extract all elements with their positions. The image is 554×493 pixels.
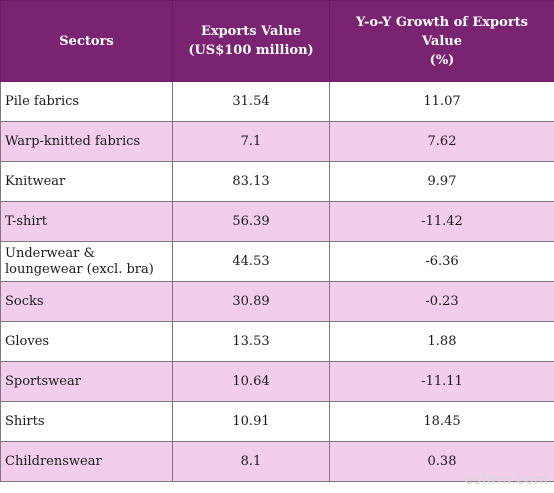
yoy-growth-cell: 9.97 <box>329 161 554 202</box>
table-row: Knitwear 83.13 9.97 <box>0 161 554 202</box>
table-row: Childrenswear 8.1 0.38 <box>0 441 554 482</box>
exports-value-cell: 8.1 <box>172 441 330 482</box>
sector-cell: Socks <box>0 281 173 322</box>
header-exports-value-line1: Exports Value <box>200 24 302 39</box>
sector-cell: Shirts <box>0 401 173 442</box>
yoy-growth-cell: 1.88 <box>329 321 554 362</box>
exports-table: Sectors Exports Value (US$100 million) Y… <box>0 0 554 482</box>
exports-value-cell: 56.39 <box>172 201 330 242</box>
exports-value-cell: 31.54 <box>172 81 330 122</box>
table-row: Shirts 10.91 18.45 <box>0 401 554 442</box>
sector-cell: T-shirt <box>0 201 173 242</box>
yoy-growth-cell: -11.11 <box>329 361 554 402</box>
table-row: Sportswear 10.64 -11.11 <box>0 361 554 402</box>
table-row: Underwear & loungewear (excl. bra) 44.53… <box>0 241 554 282</box>
table-header: Sectors Exports Value (US$100 million) Y… <box>0 0 554 82</box>
yoy-growth-cell: 11.07 <box>329 81 554 122</box>
exports-value-cell: 7.1 <box>172 121 330 162</box>
table-body: Pile fabrics 31.54 11.07 Warp-knitted fa… <box>0 81 554 482</box>
exports-value-cell: 13.53 <box>172 321 330 362</box>
yoy-growth-cell: -0.23 <box>329 281 554 322</box>
table-row: Warp-knitted fabrics 7.1 7.62 <box>0 121 554 162</box>
yoy-growth-cell: 7.62 <box>329 121 554 162</box>
yoy-growth-cell: -11.42 <box>329 201 554 242</box>
exports-value-cell: 10.91 <box>172 401 330 442</box>
exports-value-cell: 83.13 <box>172 161 330 202</box>
header-yoy-growth-line1: Y-o-Y Growth of Exports Value <box>356 14 528 49</box>
sector-cell: Warp-knitted fabrics <box>0 121 173 162</box>
header-yoy-growth-line2: (%) <box>429 52 455 68</box>
sector-cell: Sportswear <box>0 361 173 402</box>
header-sectors: Sectors <box>0 0 173 82</box>
yoy-growth-cell: -6.36 <box>329 241 554 282</box>
yoy-growth-cell: 18.45 <box>329 401 554 442</box>
table-row: T-shirt 56.39 -11.42 <box>0 201 554 242</box>
exports-value-cell: 30.89 <box>172 281 330 322</box>
sector-cell: Gloves <box>0 321 173 362</box>
yoy-growth-cell: 0.38 <box>329 441 554 482</box>
sector-cell: Underwear & loungewear (excl. bra) <box>0 241 173 282</box>
header-exports-value: Exports Value (US$100 million) <box>172 0 330 82</box>
sector-cell: Pile fabrics <box>0 81 173 122</box>
site-watermark: esfirm.com <box>464 472 548 488</box>
sector-cell: Knitwear <box>0 161 173 202</box>
header-row: Sectors Exports Value (US$100 million) Y… <box>0 0 554 82</box>
table-row: Pile fabrics 31.54 11.07 <box>0 81 554 122</box>
table-row: Socks 30.89 -0.23 <box>0 281 554 322</box>
header-exports-value-line2: (US$100 million) <box>188 43 314 58</box>
exports-value-cell: 44.53 <box>172 241 330 282</box>
header-yoy-growth: Y-o-Y Growth of Exports Value (%) <box>329 0 554 82</box>
table-row: Gloves 13.53 1.88 <box>0 321 554 362</box>
exports-value-cell: 10.64 <box>172 361 330 402</box>
sector-cell: Childrenswear <box>0 441 173 482</box>
